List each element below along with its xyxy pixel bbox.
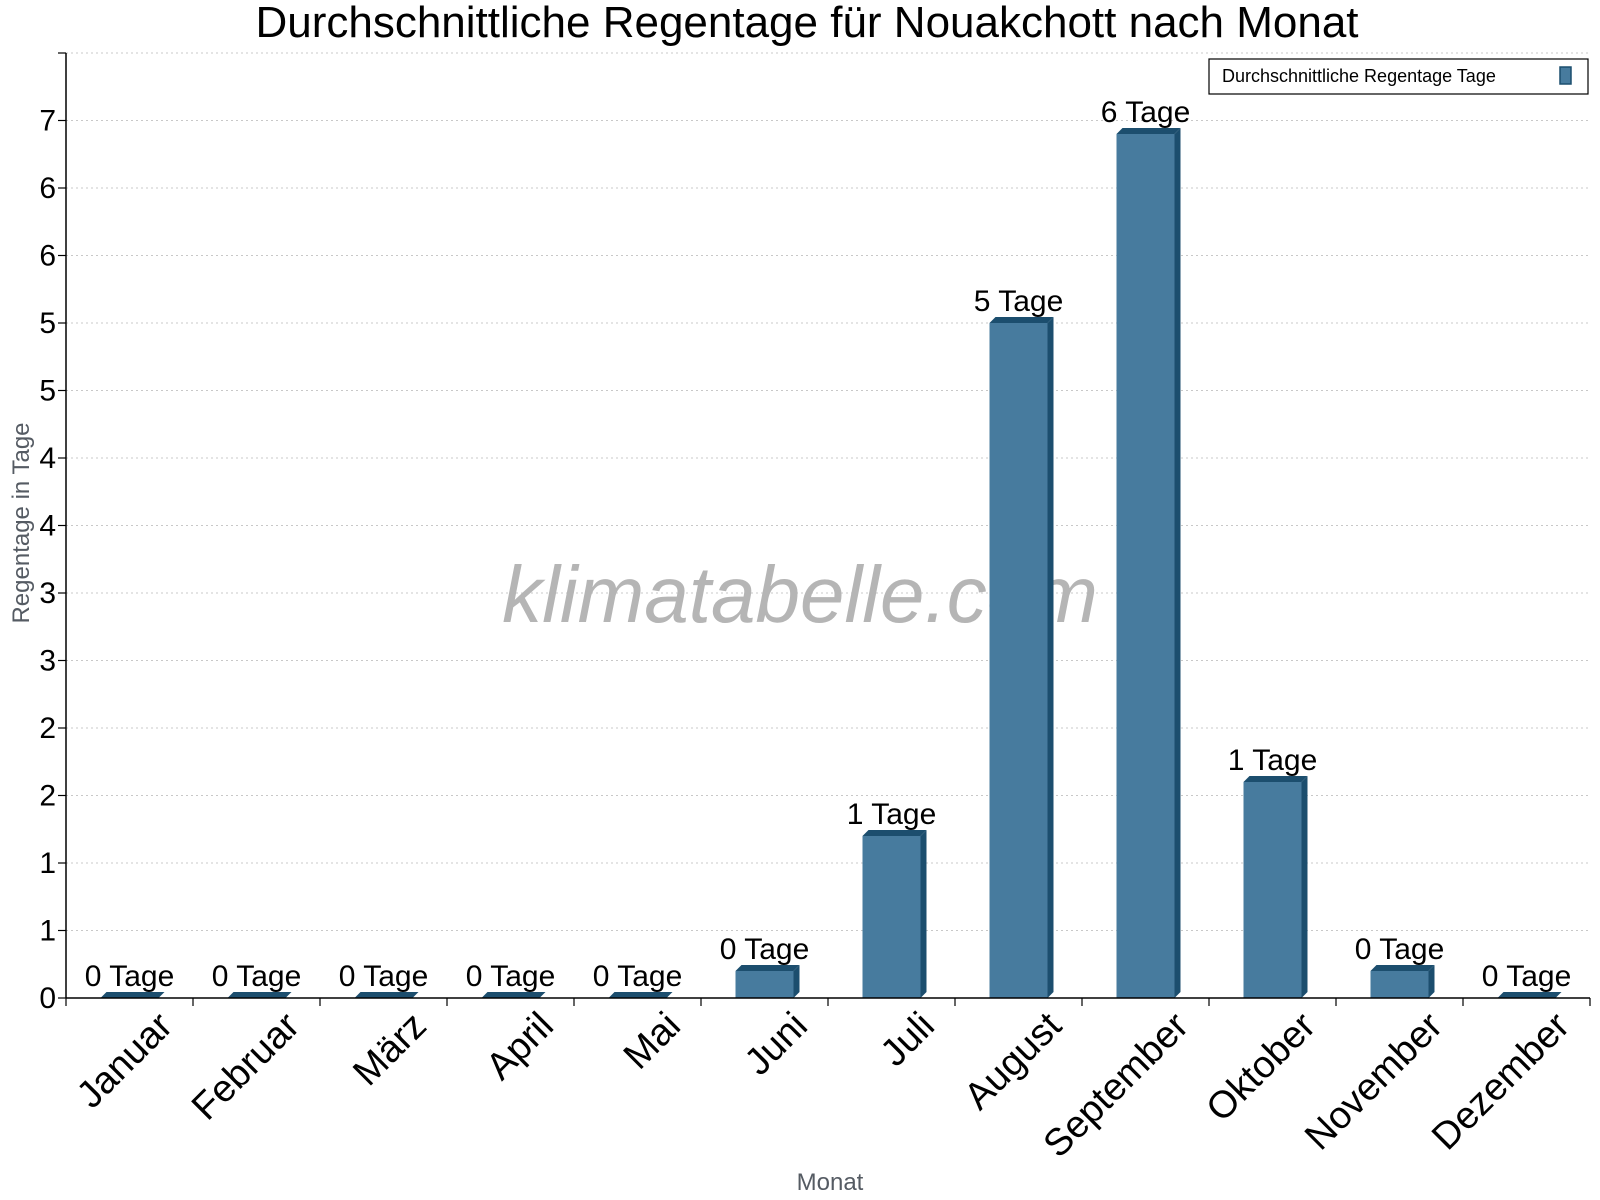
bar-side <box>1301 776 1308 998</box>
bar <box>1370 971 1429 998</box>
legend: Durchschnittliche Regentage Tage <box>1208 58 1589 95</box>
y-tick-label: 3 <box>39 645 56 678</box>
bar-side <box>793 965 800 998</box>
bar-data-label: 0 Tage <box>1482 960 1572 993</box>
bar-top <box>227 992 292 998</box>
bar-data-label: 0 Tage <box>85 960 175 993</box>
bar <box>1243 782 1302 998</box>
bar-data-label: 0 Tage <box>466 960 556 993</box>
bar-data-label: 5 Tage <box>974 285 1064 318</box>
bar-side <box>1428 965 1435 998</box>
legend-swatch <box>1559 66 1572 85</box>
bar-top <box>1497 992 1562 998</box>
grid-lines <box>66 52 1590 931</box>
bar-top <box>735 965 800 971</box>
bar-data-label: 0 Tage <box>339 960 429 993</box>
bar-top <box>1370 965 1435 971</box>
y-tick-labels: 0 1 1 2 2 3 3 4 4 5 5 6 6 7 <box>39 52 66 1015</box>
bar-top <box>862 830 927 836</box>
y-tick-label: 5 <box>39 307 56 340</box>
y-tick-label: 4 <box>39 510 56 543</box>
y-tick-label: 2 <box>39 780 56 813</box>
bar-side <box>920 830 927 998</box>
bar-data-label: 0 Tage <box>593 960 683 993</box>
x-axis-title: Monat <box>797 1169 864 1196</box>
y-axis-title: Regentage in Tage <box>8 422 35 623</box>
y-tick-label: 0 <box>39 982 56 1015</box>
y-tick-label: 6 <box>39 240 56 273</box>
bar-data-label: 0 Tage <box>1355 933 1445 966</box>
bar <box>862 836 921 998</box>
y-tick-label: 4 <box>39 442 56 475</box>
legend-box <box>1208 58 1589 95</box>
bar <box>735 971 794 998</box>
bar-data-label: 6 Tage <box>1101 96 1191 129</box>
bar-data-label: 0 Tage <box>720 933 810 966</box>
bar-data-label: 0 Tage <box>212 960 302 993</box>
y-tick-label: 6 <box>39 172 56 205</box>
bar-top <box>608 992 673 998</box>
bar-top <box>100 992 165 998</box>
data-labels: 0 Tage 0 Tage 0 Tage 0 Tage 0 Tage 0 Tage 1 Ta… <box>85 96 1572 993</box>
y-tick-label: 7 <box>39 105 56 138</box>
chart-title: Durchschnittliche Regentage für Nouakcho… <box>255 0 1358 47</box>
bar-top <box>1116 128 1181 134</box>
bar <box>1116 134 1175 998</box>
bar-side <box>1174 128 1181 998</box>
y-tick-label: 5 <box>39 375 56 408</box>
bar-group <box>100 128 1562 999</box>
bar-top <box>481 992 546 998</box>
bar-top <box>989 317 1054 323</box>
bar-data-label: 1 Tage <box>1228 744 1318 777</box>
y-tick-label: 3 <box>39 577 56 610</box>
bar-top <box>354 992 419 998</box>
bar-side <box>1047 317 1054 998</box>
bar-top <box>1243 776 1308 782</box>
y-tick-label: 2 <box>39 712 56 745</box>
legend-label: Durchschnittliche Regentage Tage <box>1222 66 1496 86</box>
bar <box>989 323 1048 998</box>
bar-data-label: 1 Tage <box>847 798 937 831</box>
y-tick-label: 1 <box>39 915 56 948</box>
y-tick-label: 1 <box>39 847 56 880</box>
